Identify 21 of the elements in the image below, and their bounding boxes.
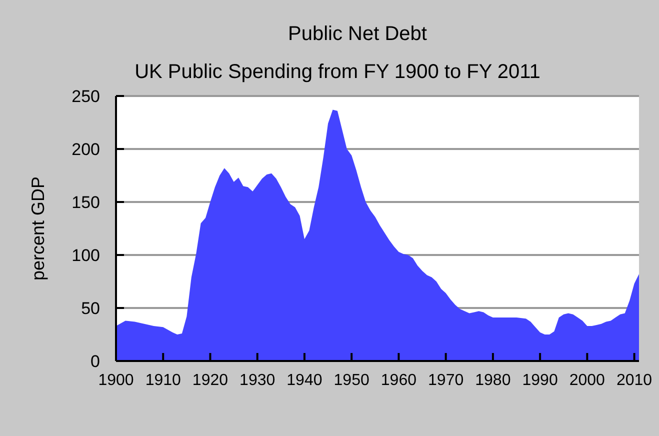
y-tick-label: 100	[72, 246, 100, 265]
y-tick-label: 250	[72, 86, 100, 106]
x-tick-label: 1920	[192, 372, 228, 389]
x-tick-label: 1900	[98, 372, 134, 389]
y-tick-label: 50	[81, 298, 100, 318]
x-tick-label: 1950	[334, 372, 370, 389]
x-tick-label: 1910	[145, 372, 182, 389]
y-tick-label: 0	[90, 352, 100, 371]
chart-title: Public Net Debt	[288, 23, 428, 45]
x-tick-label: 1940	[286, 372, 322, 389]
x-tick-label: 1990	[522, 372, 558, 389]
x-tick-label: 1930	[240, 372, 276, 389]
y-tick-label: 150	[72, 192, 100, 212]
x-tick-label: 2010	[616, 372, 652, 389]
chart-subtitle: UK Public Spending from FY 1900 to FY 2011	[134, 61, 540, 83]
x-tick-label: 2000	[569, 372, 606, 389]
y-axis-title: percent GDP	[28, 176, 48, 281]
y-tick-label: 200	[72, 140, 100, 159]
x-tick-label: 1980	[475, 372, 511, 389]
x-tick-label: 1960	[380, 372, 417, 389]
x-tick-label: 1970	[428, 372, 464, 389]
